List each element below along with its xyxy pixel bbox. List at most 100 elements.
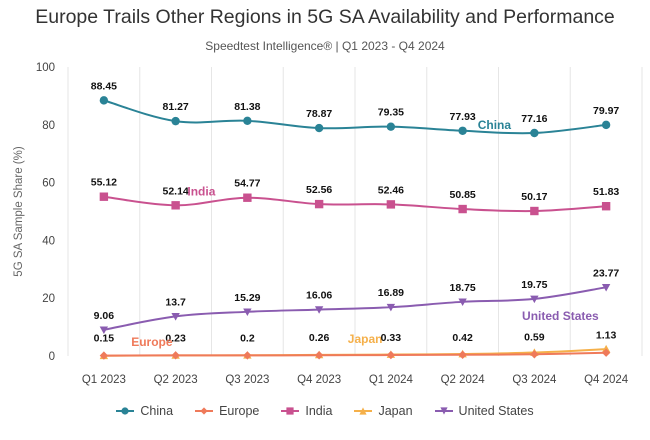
x-tick-label: Q1 2023 — [82, 374, 126, 386]
chart-subtitle: Speedtest Intelligence® | Q1 2023 - Q4 2… — [205, 39, 445, 53]
data-label: 79.97 — [593, 105, 619, 117]
data-label: 52.46 — [378, 184, 404, 196]
data-label: 0.23 — [165, 332, 186, 344]
y-tick-label: 20 — [42, 293, 55, 305]
data-point-india — [243, 193, 252, 202]
y-axis-label: 5G SA Sample Share (%) — [13, 146, 25, 277]
legend: China Europe India Japan United States — [0, 404, 650, 418]
legend-item[interactable]: China — [116, 404, 173, 418]
data-label: 88.45 — [91, 80, 117, 92]
legend-item[interactable]: Japan — [354, 404, 413, 418]
data-label: 0.59 — [524, 331, 545, 343]
legend-label: United States — [458, 404, 534, 418]
data-label: 55.12 — [91, 177, 117, 189]
x-tick-label: Q3 2023 — [225, 374, 269, 386]
legend-label: China — [140, 404, 174, 418]
x-tick-label: Q3 2024 — [512, 374, 557, 386]
series-inline-label: India — [187, 185, 215, 199]
series-inline-label: Europe — [131, 335, 173, 349]
data-point-china — [171, 116, 180, 126]
data-label: 50.17 — [521, 191, 547, 203]
data-point-europe — [601, 348, 611, 357]
data-point-china — [243, 116, 252, 126]
data-label: 0.15 — [94, 333, 115, 345]
data-label: 77.93 — [449, 111, 475, 123]
data-label: 1.13 — [596, 330, 617, 342]
data-point-europe — [314, 351, 324, 360]
x-tick-label: Q4 2023 — [297, 374, 341, 386]
legend-marker-icon — [434, 407, 453, 415]
y-tick-label: 80 — [42, 120, 55, 132]
data-label: 9.06 — [94, 310, 115, 322]
data-label: 52.14 — [162, 185, 188, 197]
legend-marker-icon — [281, 407, 300, 415]
data-label: 16.06 — [306, 290, 332, 302]
data-point-india — [99, 192, 109, 201]
x-tick-label: Q4 2024 — [584, 374, 629, 386]
data-point-india — [386, 200, 396, 209]
data-point-united-states — [458, 298, 467, 307]
y-tick-label: 0 — [49, 351, 55, 363]
data-label: 13.7 — [165, 296, 186, 308]
y-tick-label: 60 — [42, 178, 55, 190]
data-label: 77.16 — [521, 113, 547, 125]
data-point-united-states — [99, 326, 109, 335]
data-point-india — [314, 199, 324, 209]
data-point-united-states — [171, 313, 180, 321]
series-inline-label: Japan — [348, 332, 383, 346]
series-line-united-states — [103, 286, 607, 331]
data-label: 81.38 — [234, 101, 260, 113]
data-point-united-states — [243, 308, 252, 317]
data-point-india — [458, 204, 467, 214]
data-point-europe — [99, 351, 109, 360]
data-label: 15.29 — [234, 292, 260, 304]
y-tick-label: 100 — [36, 62, 55, 74]
data-label: 79.35 — [378, 107, 404, 119]
legend-item[interactable]: United States — [434, 404, 534, 418]
data-label: 16.89 — [378, 287, 404, 299]
legend-label: Japan — [378, 404, 413, 418]
data-point-united-states — [314, 306, 324, 314]
data-point-china — [386, 122, 396, 131]
data-label: 81.27 — [162, 101, 188, 113]
data-point-china — [314, 123, 324, 133]
data-label: 0.26 — [309, 332, 330, 344]
series-line-china — [103, 99, 607, 135]
series-line-india — [103, 195, 607, 213]
data-label: 0.42 — [452, 332, 473, 344]
data-label: 51.83 — [593, 186, 619, 198]
data-point-china — [458, 126, 467, 135]
data-point-china — [99, 96, 109, 105]
data-point-united-states — [601, 283, 611, 292]
data-label: 23.77 — [593, 267, 619, 279]
data-label: 19.75 — [521, 279, 547, 291]
data-point-united-states — [386, 303, 396, 312]
data-label: 18.75 — [449, 282, 475, 294]
legend-label: Europe — [219, 404, 260, 418]
chart-title: Europe Trails Other Regions in 5G SA Ava… — [35, 6, 615, 28]
legend-item[interactable]: India — [281, 404, 332, 418]
data-point-europe — [458, 350, 467, 359]
data-label: 78.87 — [306, 108, 332, 120]
legend-label: India — [305, 404, 333, 418]
y-tick-label: 40 — [42, 235, 55, 247]
x-tick-label: Q2 2024 — [441, 374, 486, 386]
data-label: 52.56 — [306, 184, 332, 196]
legend-item[interactable]: Europe — [195, 404, 259, 418]
data-label: 0.33 — [381, 332, 402, 344]
data-label: 54.77 — [234, 178, 260, 190]
legend-marker-icon — [354, 407, 373, 415]
data-label: 0.2 — [240, 332, 255, 344]
data-point-china — [601, 120, 611, 130]
data-point-europe — [243, 351, 252, 360]
data-point-europe — [530, 350, 539, 359]
data-point-india — [171, 201, 180, 210]
series-inline-label: China — [478, 118, 512, 132]
data-label: 50.85 — [449, 189, 475, 201]
data-point-india — [601, 202, 611, 211]
data-point-united-states — [530, 295, 539, 304]
legend-marker-icon — [195, 407, 214, 415]
legend-marker-icon — [116, 407, 135, 415]
data-point-europe — [171, 351, 180, 360]
